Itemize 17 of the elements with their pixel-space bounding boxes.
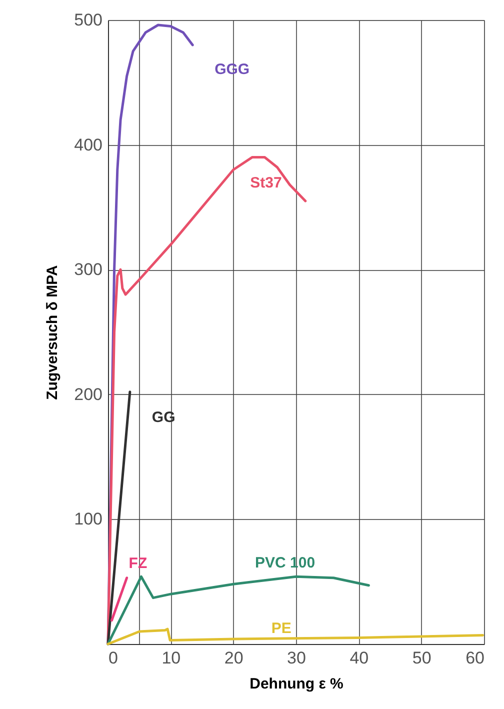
x-axis-title: Dehnung ε % (250, 676, 344, 692)
y-tick-label: 300 (74, 260, 102, 280)
y-tick-label: 400 (74, 135, 102, 154)
y-axis-title: Zugversuch δ MPA (44, 265, 62, 400)
x-tick-label: 10 (162, 648, 181, 668)
line-series (106, 575, 370, 646)
x-tick-label: 20 (224, 648, 244, 668)
y-tick-label: 200 (74, 384, 102, 404)
x-tick-label: 0 (108, 648, 118, 668)
x-tick-label: 50 (412, 648, 432, 668)
series-label: St37 (250, 174, 282, 192)
y-tick-label: 100 (74, 510, 102, 529)
y-tick-label: 500 (74, 10, 102, 30)
x-tick-label: 40 (350, 648, 369, 668)
x-tick-label: 60 (466, 648, 484, 668)
series-label: PE (271, 620, 292, 638)
x-tick-label: 30 (287, 648, 306, 668)
